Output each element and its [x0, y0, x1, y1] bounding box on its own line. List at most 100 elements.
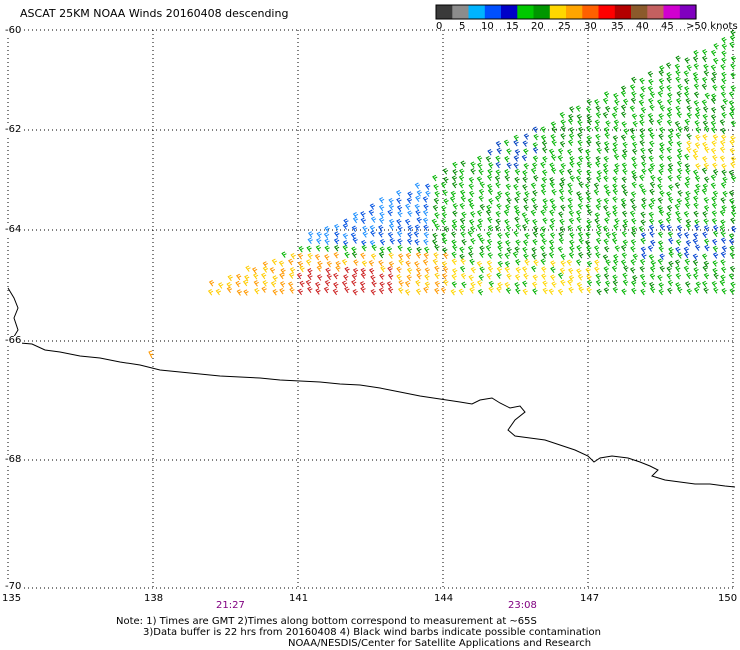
wind-barb	[523, 253, 529, 260]
wind-barb	[702, 134, 708, 141]
wind-barb	[557, 288, 564, 296]
wind-barb	[396, 218, 402, 226]
wind-barb	[712, 169, 719, 176]
wind-barb	[316, 265, 322, 272]
wind-barb	[442, 168, 449, 175]
wind-barb	[386, 246, 393, 253]
wind-barb	[424, 267, 430, 274]
wind-barb	[557, 246, 564, 253]
wind-barb	[432, 174, 438, 182]
wind-barb	[629, 267, 636, 274]
wind-barb	[351, 279, 357, 287]
wind-barb	[702, 231, 708, 239]
wind-barb	[299, 280, 305, 288]
wind-barb	[515, 223, 521, 230]
wind-barb	[568, 127, 575, 134]
legend-swatch	[533, 5, 551, 19]
wind-barb	[433, 183, 439, 191]
wind-barb	[235, 280, 241, 288]
wind-barb	[711, 280, 718, 288]
wind-barb	[721, 50, 727, 57]
wind-barb	[622, 272, 628, 280]
wind-barb	[485, 155, 492, 163]
legend-swatch	[647, 5, 665, 19]
wind-barb	[388, 252, 394, 259]
wind-barb	[728, 91, 735, 98]
wind-barb	[584, 239, 591, 247]
wind-barb	[567, 139, 574, 146]
legend-label-25: 25	[558, 21, 571, 32]
wind-barb	[594, 218, 600, 225]
wind-barb	[647, 85, 654, 93]
wind-barb	[440, 218, 447, 226]
wind-barb	[442, 266, 449, 273]
wind-barb	[666, 273, 672, 280]
wind-barb	[388, 261, 395, 268]
wind-barb	[722, 98, 728, 105]
wind-barb	[683, 211, 690, 218]
wind-barb	[569, 106, 575, 113]
wind-barb	[468, 190, 475, 198]
wind-barb	[504, 191, 511, 198]
wind-barb	[649, 91, 656, 99]
wind-barb	[549, 223, 555, 231]
wind-barb	[703, 69, 710, 77]
wind-barb	[605, 211, 611, 218]
wind-barb	[728, 100, 735, 107]
wind-barb	[227, 274, 233, 282]
wind-barb	[459, 168, 465, 176]
wind-barb	[451, 219, 458, 226]
wind-barb	[620, 85, 627, 92]
wind-barb	[567, 267, 574, 275]
wind-barb	[443, 176, 449, 184]
lon-label-141: 141	[289, 593, 309, 604]
wind-barb	[594, 99, 600, 106]
wind-barb	[434, 265, 440, 273]
wind-barb	[470, 266, 476, 274]
wind-barb	[666, 72, 672, 79]
wind-barb	[470, 161, 476, 168]
wind-barb	[396, 197, 402, 205]
wind-barb	[479, 251, 485, 258]
wind-barb	[649, 266, 656, 273]
wind-barb	[297, 288, 304, 296]
wind-barb	[685, 98, 691, 105]
wind-barb	[578, 181, 584, 188]
wind-barb	[361, 244, 367, 252]
wind-barb	[720, 230, 726, 238]
wind-barb	[514, 216, 520, 223]
wind-barb	[244, 274, 250, 282]
wind-barb	[631, 181, 637, 189]
wind-barb	[647, 71, 654, 78]
wind-barb	[721, 288, 727, 295]
wind-barb	[675, 246, 681, 254]
wind-barb	[549, 177, 555, 184]
wind-barb	[730, 217, 736, 224]
wind-barb	[667, 134, 674, 141]
wind-barb	[674, 63, 681, 71]
wind-barb	[496, 266, 503, 274]
legend-swatch	[582, 5, 600, 19]
wind-barb	[360, 239, 367, 247]
wind-barb	[407, 191, 413, 198]
wind-barb	[307, 252, 313, 260]
wind-barb	[341, 258, 348, 266]
wind-barb	[683, 77, 690, 85]
wind-barb	[585, 203, 591, 211]
wind-barb	[440, 232, 447, 239]
wind-barb	[497, 260, 503, 268]
lat-label-66: -66	[4, 335, 23, 346]
wind-barb	[730, 72, 736, 79]
wind-barb	[694, 224, 700, 231]
wind-barb	[711, 218, 718, 225]
wind-barb	[352, 267, 359, 275]
wind-barb	[683, 251, 690, 259]
wind-barb	[569, 175, 575, 182]
wind-barb	[612, 286, 618, 294]
wind-barb	[577, 119, 583, 127]
wind-barb	[639, 93, 645, 100]
wind-barb	[631, 217, 637, 225]
wind-barb	[603, 273, 610, 280]
wind-barb	[647, 167, 654, 174]
wind-barb	[296, 272, 303, 280]
